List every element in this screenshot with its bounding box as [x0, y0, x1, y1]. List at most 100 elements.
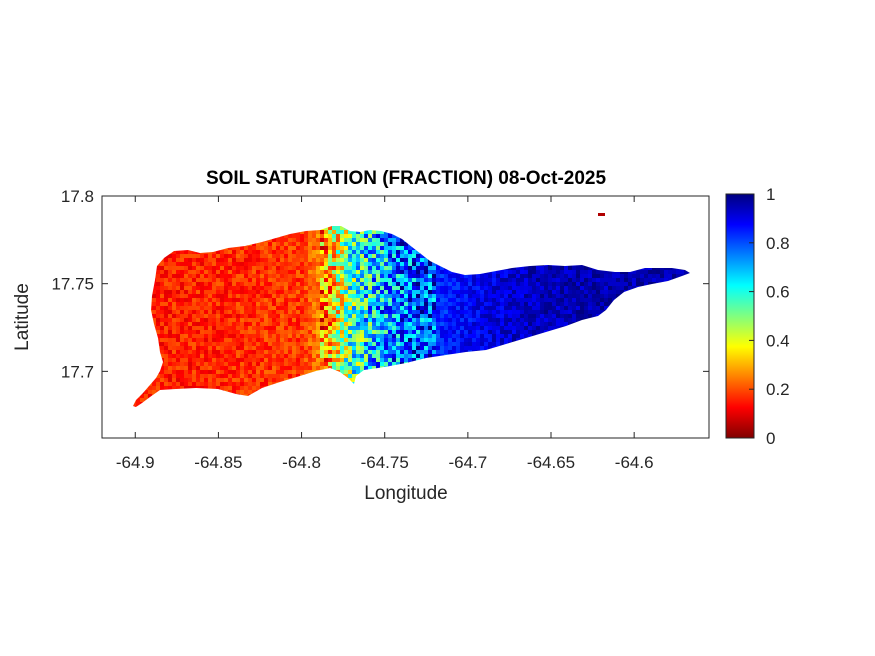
field-cell	[268, 330, 272, 334]
field-cell	[324, 314, 328, 318]
field-cell	[376, 334, 380, 338]
field-cell	[244, 358, 248, 362]
field-cell	[372, 278, 376, 282]
field-cell	[484, 334, 488, 338]
field-cell	[552, 290, 556, 294]
field-cell	[328, 322, 332, 326]
field-cell	[396, 250, 400, 254]
field-cell	[648, 278, 652, 282]
field-cell	[424, 278, 428, 282]
field-cell	[424, 266, 428, 270]
field-cell	[336, 230, 340, 234]
field-cell	[220, 294, 224, 298]
field-cell	[288, 270, 292, 274]
field-cell	[292, 274, 296, 278]
field-cell	[228, 270, 232, 274]
field-cell	[384, 286, 388, 290]
field-cell	[548, 298, 552, 302]
field-cell	[204, 354, 208, 358]
field-cell	[324, 278, 328, 282]
field-cell	[436, 270, 440, 274]
field-cell	[412, 334, 416, 338]
field-cell	[324, 274, 328, 278]
field-cell	[332, 354, 336, 358]
field-cell	[276, 242, 280, 246]
field-cell	[216, 326, 220, 330]
field-cell	[400, 318, 404, 322]
field-cell	[228, 250, 232, 254]
field-cell	[372, 262, 376, 266]
field-cell	[480, 338, 484, 342]
field-cell	[360, 334, 364, 338]
field-cell	[272, 342, 276, 346]
field-cell	[564, 310, 568, 314]
field-cell	[592, 274, 596, 278]
field-cell	[200, 338, 204, 342]
field-cell	[236, 322, 240, 326]
field-cell	[260, 282, 264, 286]
field-cell	[352, 342, 356, 346]
field-cell	[192, 254, 196, 258]
field-cell	[288, 318, 292, 322]
field-cell	[332, 290, 336, 294]
field-cell	[256, 302, 260, 306]
field-cell	[464, 282, 468, 286]
field-cell	[280, 274, 284, 278]
field-cell	[432, 294, 436, 298]
field-cell	[260, 270, 264, 274]
field-cell	[312, 318, 316, 322]
field-cell	[396, 310, 400, 314]
field-cell	[460, 314, 464, 318]
field-cell	[296, 358, 300, 362]
field-cell	[472, 314, 476, 318]
field-cell	[488, 290, 492, 294]
field-cell	[652, 270, 656, 274]
field-cell	[512, 318, 516, 322]
field-cell	[368, 242, 372, 246]
field-cell	[204, 350, 208, 354]
field-cell	[608, 274, 612, 278]
field-cell	[396, 266, 400, 270]
field-cell	[244, 334, 248, 338]
field-cell	[468, 278, 472, 282]
field-cell	[236, 286, 240, 290]
field-cell	[380, 286, 384, 290]
field-cell	[204, 298, 208, 302]
field-cell	[224, 258, 228, 262]
field-cell	[512, 314, 516, 318]
field-cell	[264, 358, 268, 362]
field-cell	[436, 342, 440, 346]
field-cell	[264, 338, 268, 342]
field-cell	[336, 294, 340, 298]
field-cell	[408, 330, 412, 334]
field-cell	[532, 330, 536, 334]
field-cell	[380, 302, 384, 306]
field-cell	[192, 354, 196, 358]
field-cell	[240, 278, 244, 282]
field-cell	[440, 266, 444, 270]
field-cell	[192, 282, 196, 286]
field-cell	[256, 350, 260, 354]
field-cell	[368, 270, 372, 274]
field-cell	[528, 334, 532, 338]
field-cell	[176, 290, 180, 294]
field-cell	[544, 314, 548, 318]
field-cell	[572, 306, 576, 310]
field-cell	[360, 290, 364, 294]
field-cell	[192, 326, 196, 330]
field-cell	[380, 230, 384, 234]
field-cell	[424, 310, 428, 314]
field-cell	[332, 334, 336, 338]
field-cell	[236, 330, 240, 334]
field-cell	[488, 322, 492, 326]
field-cell	[408, 314, 412, 318]
field-cell	[228, 282, 232, 286]
field-cell	[576, 274, 580, 278]
field-cell	[260, 350, 264, 354]
field-cell	[432, 346, 436, 350]
field-cell	[392, 274, 396, 278]
field-cell	[660, 266, 664, 270]
field-cell	[244, 274, 248, 278]
field-cell	[156, 278, 160, 282]
field-cell	[340, 246, 344, 250]
